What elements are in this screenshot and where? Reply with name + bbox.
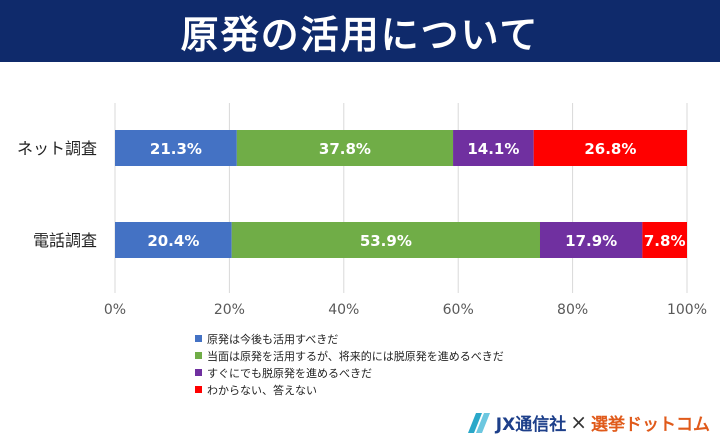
bar-segment <box>115 130 237 166</box>
chart-title: 原発の活用について <box>180 12 540 57</box>
x-tick-label: 60% <box>443 302 474 318</box>
jx-logo-icon <box>467 413 490 433</box>
legend-label: 原発は今後も活用すべきだ <box>207 332 339 346</box>
data-label: 14.1% <box>467 140 519 158</box>
bar-segment <box>231 222 540 258</box>
bar-segment <box>533 130 687 166</box>
legend-swatch <box>195 369 202 376</box>
stacked-bar-chart: 0% 20% 40% 60% 80% 100% ネット調査 21.3% 37.8% 14.1% 26… <box>17 103 707 318</box>
data-label: 26.8% <box>584 140 636 158</box>
legend-label: わからない、答えない <box>207 383 317 397</box>
logo-times: × <box>570 410 587 434</box>
data-label: 20.4% <box>147 232 199 250</box>
x-tick-label: 80% <box>557 302 588 318</box>
bar-segment <box>642 222 687 258</box>
legend-label: すぐにでも脱原発を進めるべきだ <box>207 366 372 380</box>
x-tick-label: 0% <box>104 302 126 318</box>
senkyo-logo-text: 選挙ドットコム <box>591 414 710 435</box>
logo: JX通信社 × 選挙ドットコム <box>464 405 710 439</box>
category-label: ネット調査 <box>17 139 97 158</box>
bar-segment <box>115 222 232 258</box>
legend-item: 当面は原発を活用するが、将来的には脱原発を進めるべきだ <box>195 347 504 364</box>
legend-item: すぐにでも脱原発を進めるべきだ <box>195 364 504 381</box>
data-label: 37.8% <box>319 140 371 158</box>
data-label: 17.9% <box>565 232 617 250</box>
x-tick-label: 20% <box>214 302 245 318</box>
x-tick-label: 40% <box>328 302 359 318</box>
legend-swatch <box>195 352 202 359</box>
bar-segment <box>539 222 643 258</box>
data-label: 7.8% <box>644 232 686 250</box>
legend-label: 当面は原発を活用するが、将来的には脱原発を進めるべきだ <box>207 349 504 363</box>
data-label: 53.9% <box>360 232 412 250</box>
legend-swatch <box>195 335 202 342</box>
legend-item: 原発は今後も活用すべきだ <box>195 330 504 347</box>
x-tick-label: 100% <box>667 302 707 318</box>
data-label: 21.3% <box>150 140 202 158</box>
legend-swatch <box>195 386 202 393</box>
legend-item: わからない、答えない <box>195 381 504 398</box>
bar-segment <box>236 130 454 166</box>
jx-logo-text: JX通信社 <box>495 414 567 435</box>
category-label: 電話調査 <box>33 231 97 250</box>
bar-segment <box>453 130 534 166</box>
legend: 原発は今後も活用すべきだ当面は原発を活用するが、将来的には脱原発を進めるべきだす… <box>195 330 504 398</box>
header-banner: 原発の活用について <box>0 0 720 62</box>
